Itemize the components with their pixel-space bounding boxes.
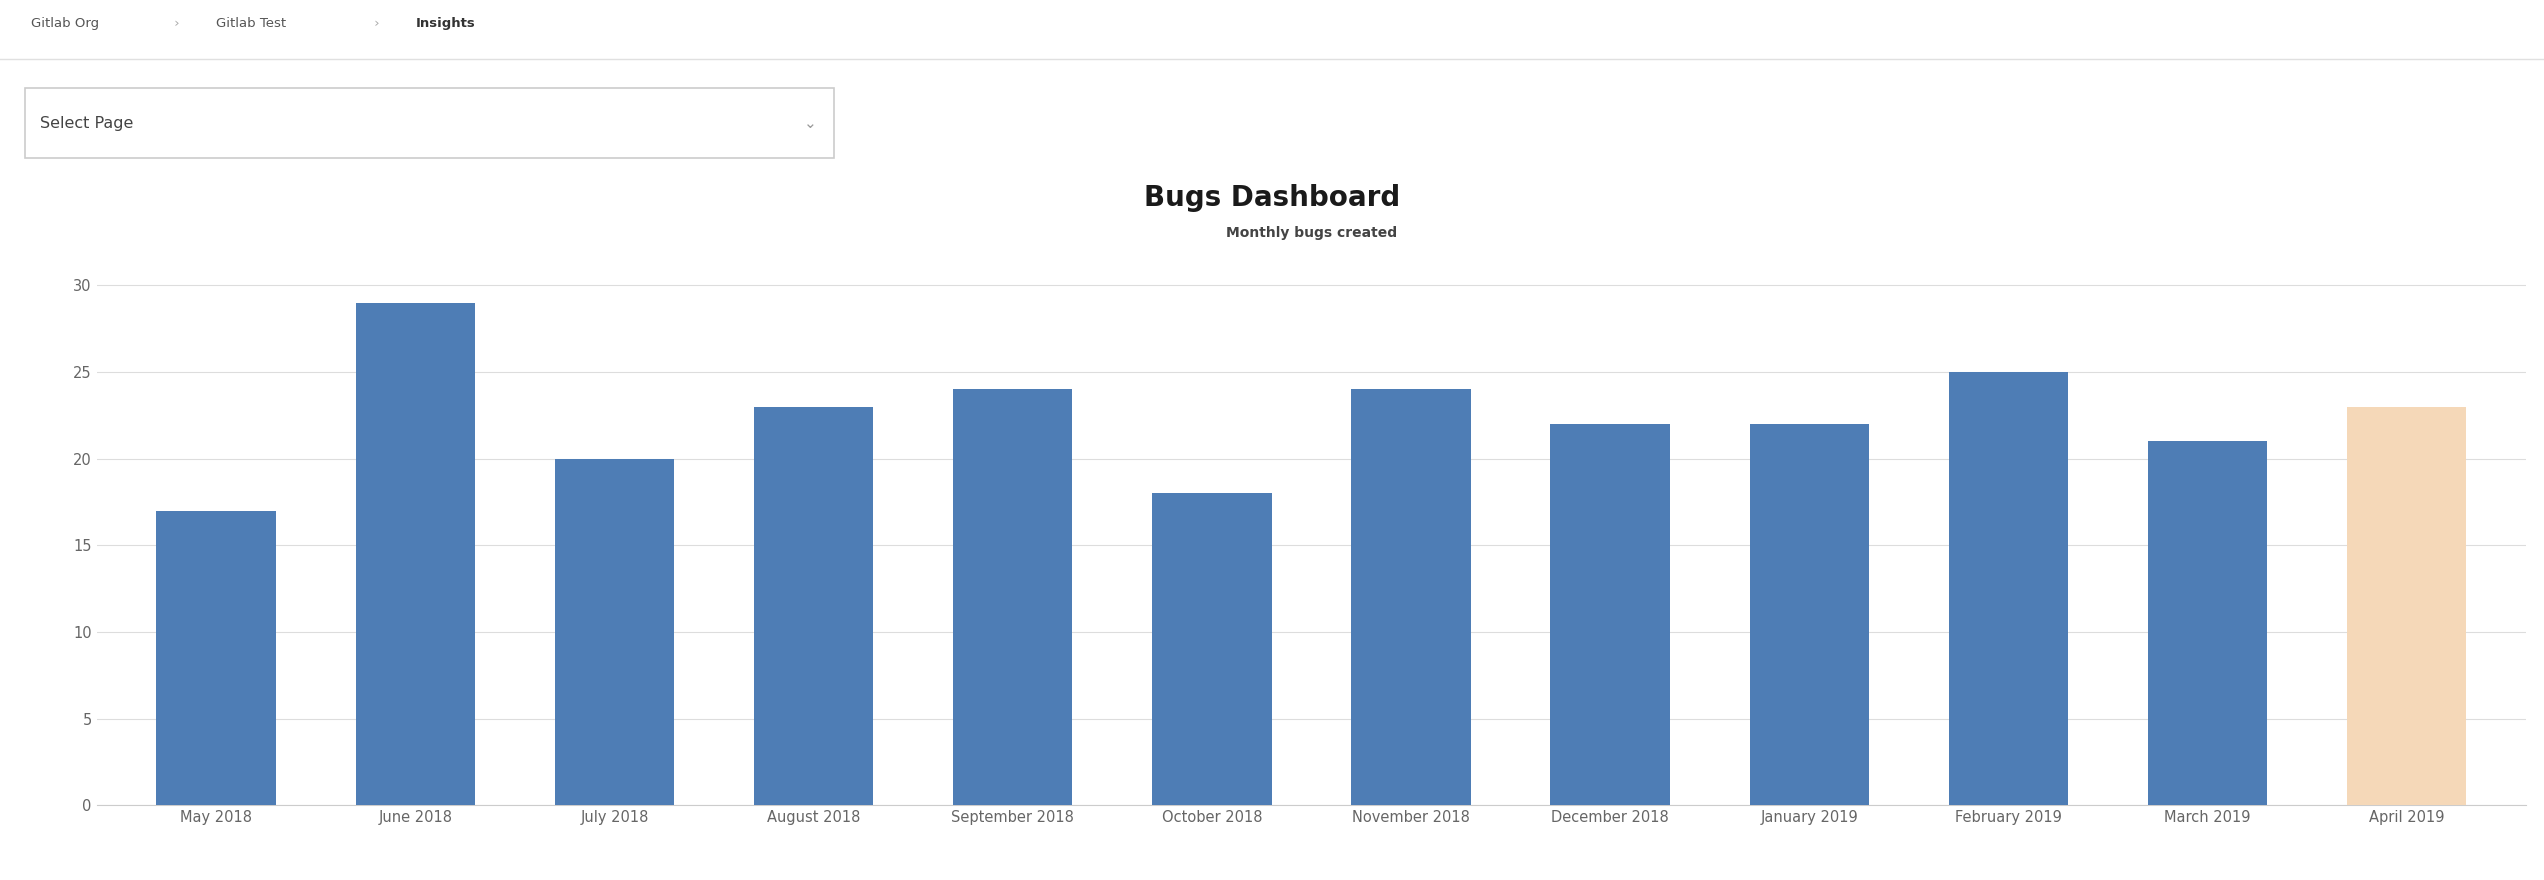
Text: Gitlab Org: Gitlab Org — [31, 17, 99, 30]
Bar — [1750, 424, 1870, 805]
Bar — [155, 510, 275, 805]
Bar — [356, 303, 476, 805]
Title: Monthly bugs created: Monthly bugs created — [1226, 226, 1397, 240]
Text: ›: › — [170, 17, 183, 30]
Bar — [1152, 494, 1272, 805]
FancyBboxPatch shape — [25, 88, 834, 158]
Bar — [2147, 442, 2267, 805]
Text: ⌄: ⌄ — [804, 115, 817, 131]
Bar — [2348, 407, 2468, 805]
Bar — [954, 389, 1074, 805]
Text: Insights: Insights — [417, 17, 476, 30]
Text: Select Page: Select Page — [41, 115, 132, 131]
Text: ›: › — [371, 17, 384, 30]
Bar — [555, 458, 674, 805]
Bar — [753, 407, 873, 805]
Bar — [1549, 424, 1669, 805]
Bar — [1949, 372, 2068, 805]
Bar — [1351, 389, 1470, 805]
Text: Gitlab Test: Gitlab Test — [216, 17, 287, 30]
Text: Bugs Dashboard: Bugs Dashboard — [1145, 184, 1399, 212]
